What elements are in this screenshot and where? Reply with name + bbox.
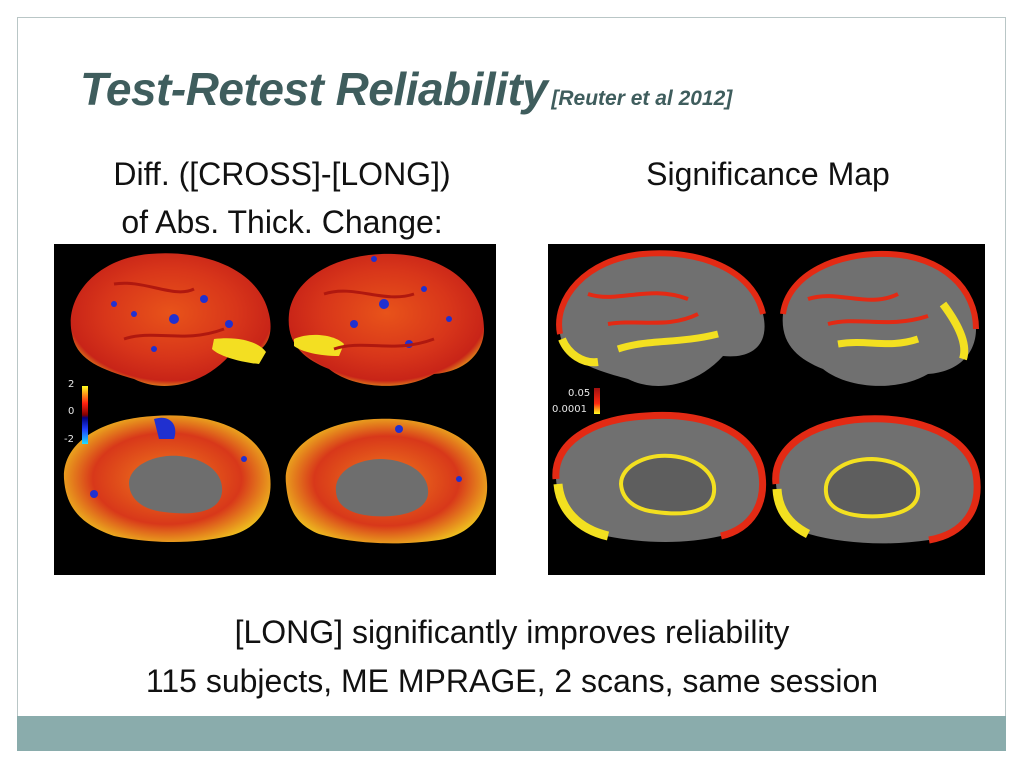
sig-lateral-left (556, 250, 766, 386)
significance-brain-figure (552, 250, 981, 544)
thickness-diff-brain-image: 2 0 -2 (54, 244, 496, 575)
brain-lateral-left (70, 253, 271, 386)
slide-title: Test-Retest Reliability [Reuter et al 201… (80, 62, 732, 116)
conclusion-line1: [LONG] significantly improves reliabilit… (234, 614, 790, 650)
sig-colorbar-label-top: 0.05 (568, 388, 591, 399)
thickness-diff-brain-figure (63, 253, 488, 544)
brain-medial-right (285, 418, 488, 544)
title-citation: [Reuter et al 2012] (551, 87, 733, 110)
footer-bar (17, 716, 1006, 751)
sig-colorbar-label-bottom: 0.0001 (552, 404, 587, 415)
right-caption: Significance Map (548, 150, 988, 198)
left-caption: Diff. ([CROSS]-[LONG]) of Abs. Thick. Ch… (62, 150, 502, 246)
diff-colorbar (82, 386, 88, 444)
significance-brain-image: 0.05 0.0001 (548, 244, 985, 575)
conclusion-line2: 115 subjects, ME MPRAGE, 2 scans, same s… (145, 663, 879, 699)
colorbar-label-mid: 0 (68, 406, 75, 417)
colorbar-label-top: 2 (68, 379, 75, 390)
sig-lateral-right (780, 250, 979, 386)
left-caption-line1: Diff. ([CROSS]-[LONG]) (113, 156, 451, 192)
brain-lateral-right (288, 253, 484, 386)
colorbar-label-bottom: -2 (64, 434, 74, 445)
significance-colorbar (594, 388, 600, 414)
brain-medial-left (63, 415, 271, 542)
sig-medial-left (552, 411, 766, 542)
title-main: Test-Retest Reliability (80, 63, 548, 115)
sig-medial-right (772, 415, 981, 544)
left-caption-line2: of Abs. Thick. Change: (121, 204, 443, 240)
right-caption-line1: Significance Map (646, 156, 890, 192)
